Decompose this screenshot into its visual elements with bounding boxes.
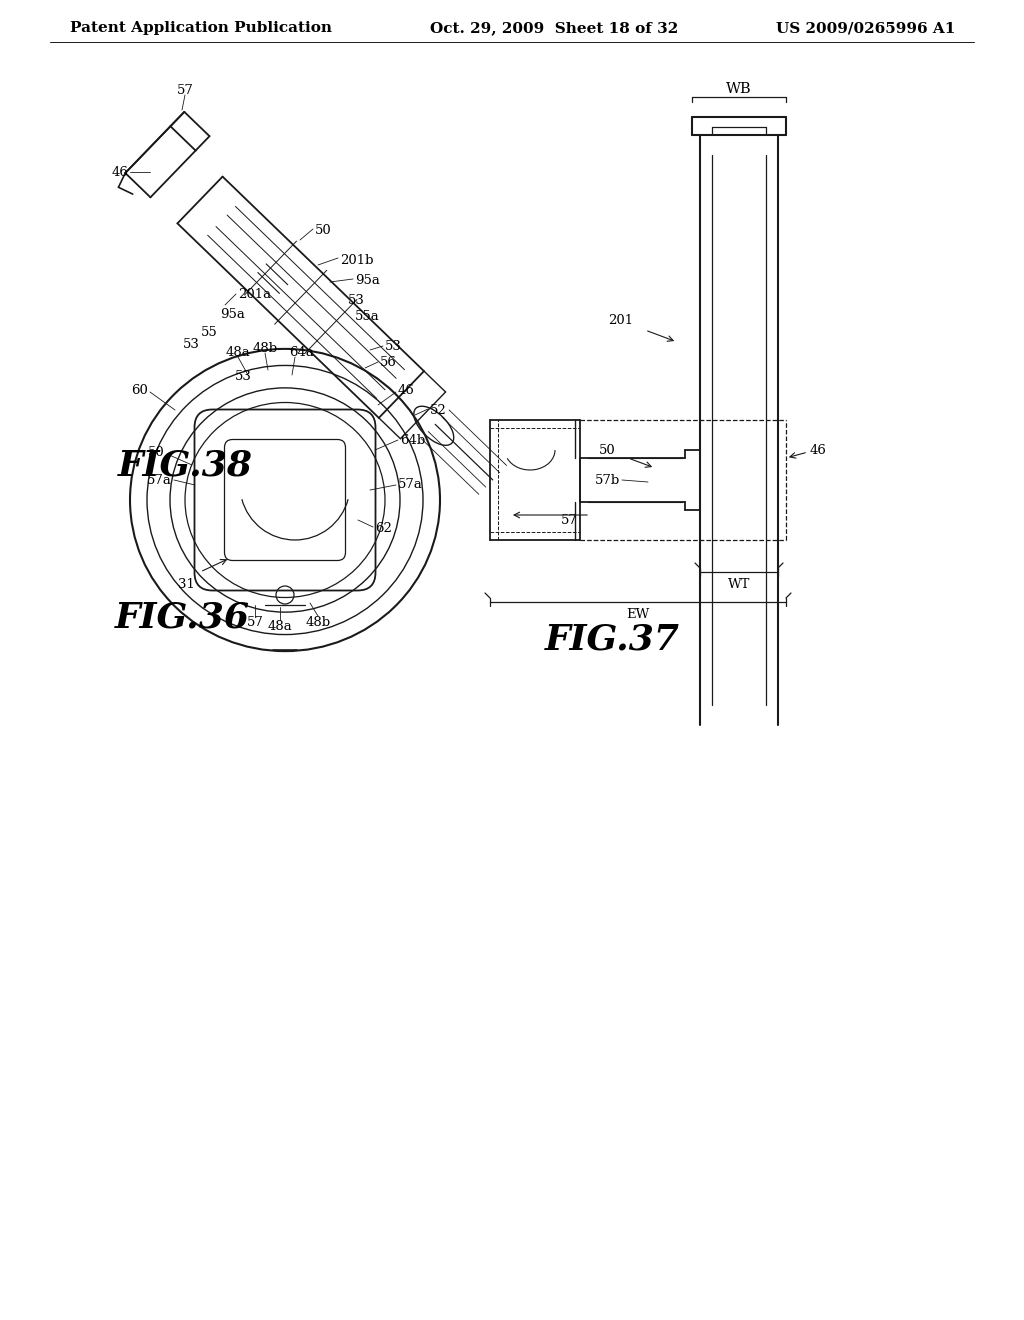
Text: 64b: 64b [400,433,425,446]
Text: 46: 46 [398,384,415,396]
Text: 53: 53 [183,338,200,351]
Text: 57b: 57b [595,474,620,487]
Text: 48b: 48b [305,615,331,628]
Text: 57: 57 [247,615,263,628]
Text: 46: 46 [810,444,826,457]
Text: EW: EW [627,607,649,620]
Text: 56: 56 [380,356,397,370]
Text: 95a: 95a [355,273,380,286]
Text: FIG.36: FIG.36 [115,601,250,635]
Text: FIG.38: FIG.38 [118,447,253,482]
Text: 53: 53 [348,293,365,306]
Text: 50: 50 [148,446,165,458]
Text: 48a: 48a [225,346,251,359]
Text: 201a: 201a [238,289,271,301]
Text: 201: 201 [608,314,633,326]
Text: 57: 57 [561,513,578,527]
Text: 31: 31 [178,578,195,591]
Text: 52: 52 [430,404,446,417]
Text: WT: WT [728,578,751,590]
Text: 46: 46 [112,165,128,178]
Text: 53: 53 [385,341,401,354]
Text: US 2009/0265996 A1: US 2009/0265996 A1 [775,21,955,36]
Text: 50: 50 [599,444,616,457]
Text: 53: 53 [236,371,252,384]
Text: 62: 62 [375,521,392,535]
Text: 57: 57 [176,83,194,96]
Text: Patent Application Publication: Patent Application Publication [70,21,332,36]
Text: WB: WB [726,82,752,96]
Text: 55a: 55a [355,310,380,323]
Text: 55: 55 [202,326,218,338]
Text: FIG.37: FIG.37 [545,623,680,657]
Text: 50: 50 [315,223,332,236]
Text: 48a: 48a [267,619,293,632]
Text: 95a: 95a [220,309,245,322]
Text: 201b: 201b [340,253,374,267]
Text: 64a: 64a [290,346,314,359]
Text: 48b: 48b [253,342,278,355]
Text: 60: 60 [131,384,148,396]
Text: Oct. 29, 2009  Sheet 18 of 32: Oct. 29, 2009 Sheet 18 of 32 [430,21,678,36]
Text: 57a: 57a [398,479,423,491]
Text: 57a: 57a [147,474,172,487]
